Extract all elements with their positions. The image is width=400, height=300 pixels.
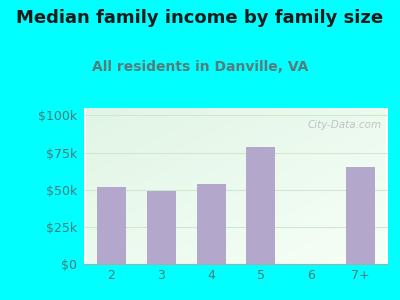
Text: City-Data.com: City-Data.com bbox=[308, 121, 382, 130]
Bar bbox=[246, 147, 275, 264]
Bar bbox=[346, 167, 375, 264]
Bar bbox=[97, 187, 126, 264]
Bar bbox=[147, 191, 176, 264]
Bar bbox=[197, 184, 226, 264]
Text: All residents in Danville, VA: All residents in Danville, VA bbox=[92, 60, 308, 74]
Text: Median family income by family size: Median family income by family size bbox=[16, 9, 384, 27]
